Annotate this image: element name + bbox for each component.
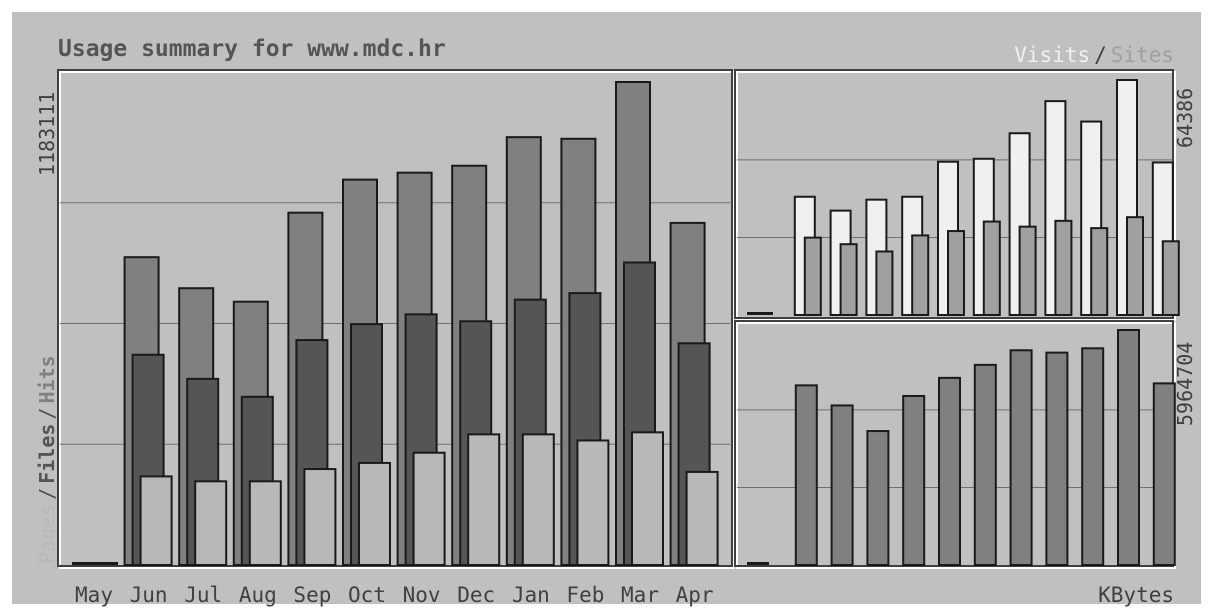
month-label-jul: Jul [184, 583, 222, 607]
legend-sep-2: / [35, 407, 59, 419]
bar-pages-oct [358, 461, 391, 566]
bar-kbytes-jul [830, 404, 854, 566]
kbytes-panel [734, 320, 1176, 569]
legend-sep-1: / [35, 488, 59, 500]
month-label-aug: Aug [239, 583, 277, 607]
legend-visits: Visits [1014, 43, 1090, 67]
bar-pages-feb [576, 439, 610, 566]
bar-pages-dec [467, 433, 501, 566]
chart-frame: Usage summary for www.mdc.hr Visits / Site… [10, 10, 1203, 607]
bar-may-baseline [72, 562, 118, 565]
bar-kbytes-oct [938, 376, 961, 566]
legend-hits: Hits [35, 355, 59, 403]
chart-title: Usage summary for www.mdc.hr [58, 36, 446, 62]
legend-pages-files-hits: Pages / Files / Hits [35, 355, 59, 564]
bar-sites-aug [875, 250, 894, 316]
bar-pages-aug [248, 480, 282, 566]
main-ymax-label: 1183111 [35, 92, 59, 176]
kbytes-bars [747, 329, 1176, 567]
month-label-may: May [75, 583, 113, 607]
bar-pages-mar [631, 431, 664, 566]
bar-kbytes-apr [1152, 382, 1176, 567]
bar-sites-apr [1161, 240, 1180, 317]
bar-kbytes-jan [1045, 351, 1069, 566]
bar-sites-sep [911, 234, 930, 316]
bar-pages-jan [521, 433, 555, 566]
month-label-feb: Feb [566, 583, 604, 607]
bar-sites-jul [839, 243, 858, 317]
legend-pages: Pages [35, 504, 59, 564]
month-label-jun: Jun [130, 583, 168, 607]
bar-kbytes-nov [973, 363, 997, 566]
bar-sites-jun [803, 236, 822, 316]
visits-bars [747, 79, 1180, 317]
month-label-dec: Dec [457, 583, 495, 607]
month-label-oct: Oct [348, 583, 386, 607]
legend-files: Files [35, 424, 59, 484]
bar-kbytes-mar [1117, 329, 1140, 566]
kbytes-may-baseline [747, 562, 769, 565]
usage-chart: Usage summary for www.mdc.hr Visits / Site… [35, 36, 1197, 607]
legend-sites: Sites [1111, 43, 1174, 67]
bar-pages-nov [412, 451, 446, 566]
visits-ymax-label: 64386 [1173, 88, 1197, 148]
bar-pages-apr [685, 470, 719, 567]
bar-pages-sep [303, 468, 337, 566]
visits-may-baseline [747, 312, 773, 315]
legend-kbytes: KBytes [1098, 583, 1174, 607]
bar-pages-jul [194, 480, 228, 566]
hits-files-pages-panel: May Jun Jul Aug Sep Oct Nov Dec Jan Feb Mar Apr [57, 69, 735, 607]
bar-sites-oct [947, 230, 965, 316]
month-labels: May Jun Jul Aug Sep Oct Nov Dec Jan Feb Mar Apr [75, 583, 714, 607]
month-label-jan: Jan [512, 583, 550, 607]
bar-kbytes-dec [1009, 349, 1033, 566]
visits-sites-panel [734, 69, 1180, 321]
bar-sites-mar [1126, 216, 1144, 316]
month-label-sep: Sep [293, 583, 331, 607]
month-label-nov: Nov [403, 583, 441, 607]
bar-kbytes-feb [1081, 347, 1105, 567]
bar-sites-feb [1090, 227, 1109, 316]
kbytes-ymax-label: 5964704 [1173, 342, 1197, 426]
month-label-apr: Apr [676, 583, 714, 607]
bar-sites-nov [982, 220, 1001, 316]
month-label-mar: Mar [621, 583, 659, 607]
legend-visits-sites: Visits / Sites [1014, 43, 1174, 67]
bar-sites-jan [1054, 219, 1073, 317]
bar-kbytes-aug [866, 430, 890, 566]
bar-kbytes-jun [794, 384, 818, 566]
bar-sites-dec [1018, 225, 1037, 316]
main-panel-border [57, 69, 733, 567]
legend-visits-separator: / [1094, 43, 1107, 67]
bar-pages-jun [139, 475, 173, 566]
main-bars [72, 81, 719, 567]
bar-kbytes-sep [902, 394, 926, 566]
